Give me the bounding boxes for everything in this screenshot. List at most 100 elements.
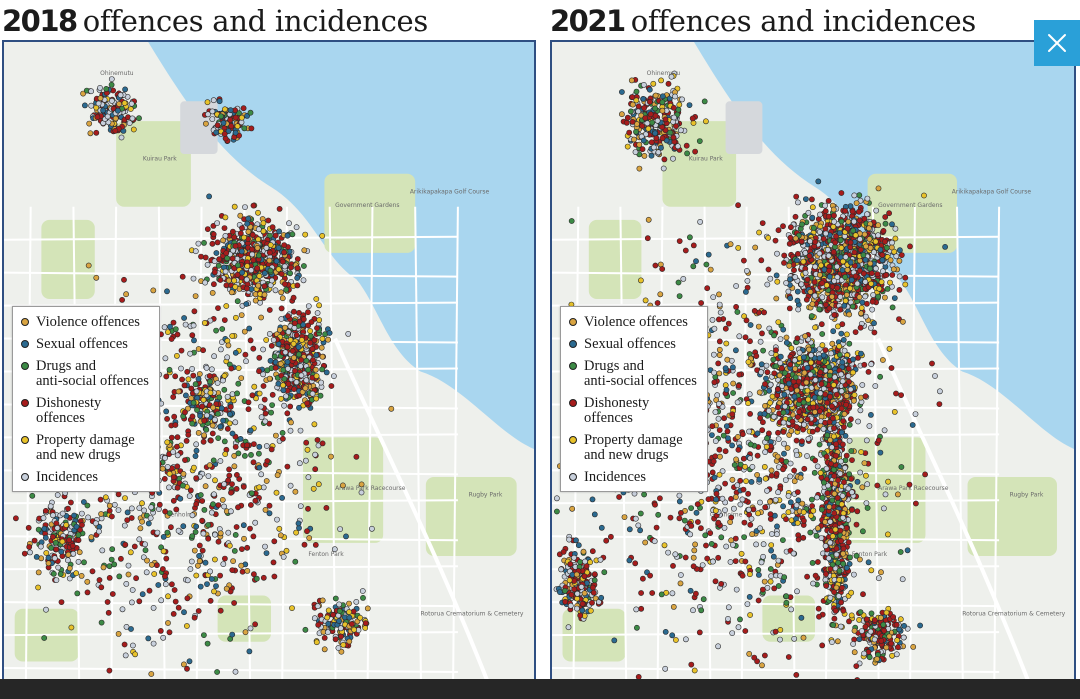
offence-dot — [882, 220, 889, 227]
offence-dot — [164, 288, 170, 295]
offence-dot — [255, 282, 262, 289]
offence-dot — [192, 529, 199, 535]
offence-dot — [223, 585, 230, 592]
offence-dot — [226, 466, 232, 473]
offence-dot — [226, 472, 233, 479]
offence-dot — [115, 107, 121, 114]
offence-dot — [232, 243, 239, 249]
offence-dot — [222, 214, 229, 221]
map-canvas[interactable]: Ohinemutu Kuirau Park Government Gardens Ar… — [2, 40, 536, 699]
offence-dot — [822, 301, 829, 308]
offence-dot — [887, 279, 893, 286]
offence-dot — [111, 501, 118, 508]
offence-dot — [312, 366, 319, 373]
offence-dot — [902, 281, 909, 288]
offence-dot — [193, 523, 200, 530]
offence-dot — [111, 561, 118, 568]
offence-dot — [805, 209, 812, 216]
offence-dot — [295, 351, 302, 358]
road — [552, 667, 1000, 674]
offence-dot — [303, 439, 310, 446]
offence-dot — [786, 240, 793, 247]
offence-dot — [232, 443, 239, 450]
offence-dot — [292, 488, 299, 495]
legend-label: Sexual offences — [36, 336, 128, 352]
offence-dot — [84, 502, 91, 509]
offence-dot — [263, 244, 270, 251]
offence-dot — [160, 634, 167, 641]
offence-dot — [73, 523, 80, 530]
map-place-label: Rugby Park — [1010, 492, 1044, 499]
offence-dot — [31, 537, 38, 544]
offence-dot — [883, 272, 889, 278]
offence-dot — [78, 573, 85, 579]
offence-dot — [256, 273, 263, 279]
offence-dot — [163, 555, 170, 562]
offence-dot — [102, 494, 109, 501]
offence-dot — [269, 224, 276, 231]
offence-dot — [203, 426, 210, 433]
offence-dot — [108, 556, 115, 563]
offence-dot — [106, 502, 113, 509]
offence-dot — [330, 611, 337, 618]
panel-title: 2018 offences and incidences — [2, 4, 428, 38]
panel-title-text: offences and incidences — [630, 4, 977, 38]
offence-dot — [256, 484, 263, 491]
offence-dot — [198, 253, 204, 260]
offence-dot — [287, 403, 294, 410]
offence-dot — [40, 515, 47, 521]
offence-dot — [121, 522, 128, 529]
offence-dot — [199, 403, 206, 410]
offence-dot — [277, 532, 284, 539]
map-canvas[interactable]: Ohinemutu Kuirau Park Government Gardens Ar… — [550, 40, 1076, 699]
offence-dot — [210, 97, 217, 104]
offence-dot — [278, 305, 285, 312]
offence-dot — [336, 601, 342, 608]
offence-dot — [227, 403, 234, 410]
offence-dot — [788, 345, 795, 352]
offence-dot — [311, 421, 318, 428]
offence-dot — [217, 607, 224, 614]
offence-dot — [313, 639, 320, 646]
offence-dot — [190, 322, 197, 329]
offence-dot — [141, 507, 147, 514]
offence-dot — [193, 572, 200, 579]
offence-dot — [810, 224, 817, 231]
airfield-area — [725, 101, 763, 155]
offence-dot — [281, 402, 287, 409]
offence-dot — [240, 105, 247, 112]
offence-dot — [53, 546, 60, 553]
offence-dot — [850, 369, 856, 376]
offence-dot — [278, 395, 284, 402]
offence-dot — [104, 599, 111, 605]
offence-dot — [258, 314, 264, 321]
offence-dot — [244, 220, 251, 227]
offence-dot — [318, 379, 324, 386]
offence-dot — [875, 185, 882, 192]
sexual-swatch-icon — [21, 340, 29, 348]
offence-dot — [842, 274, 848, 280]
offence-dot — [883, 244, 890, 251]
offence-dot — [266, 307, 273, 313]
offence-dot — [294, 256, 301, 262]
offence-dot — [148, 504, 155, 511]
offence-dot — [314, 437, 321, 443]
offence-dot — [212, 477, 218, 484]
offence-dot — [201, 506, 208, 513]
offence-dot — [880, 227, 887, 234]
offence-dot — [184, 595, 191, 602]
offence-dot — [816, 229, 823, 235]
offence-dot — [262, 418, 269, 425]
offence-dot — [75, 558, 82, 565]
offence-dot — [828, 350, 834, 357]
offence-dot — [310, 485, 317, 492]
offence-dot — [271, 573, 278, 580]
offence-dot — [76, 549, 83, 556]
offence-dot — [232, 668, 239, 675]
offence-dot — [291, 320, 298, 327]
road — [908, 206, 916, 697]
offence-dot — [266, 375, 273, 382]
offence-dot — [108, 81, 115, 88]
offence-dot — [159, 465, 166, 472]
offence-dot — [285, 313, 291, 319]
